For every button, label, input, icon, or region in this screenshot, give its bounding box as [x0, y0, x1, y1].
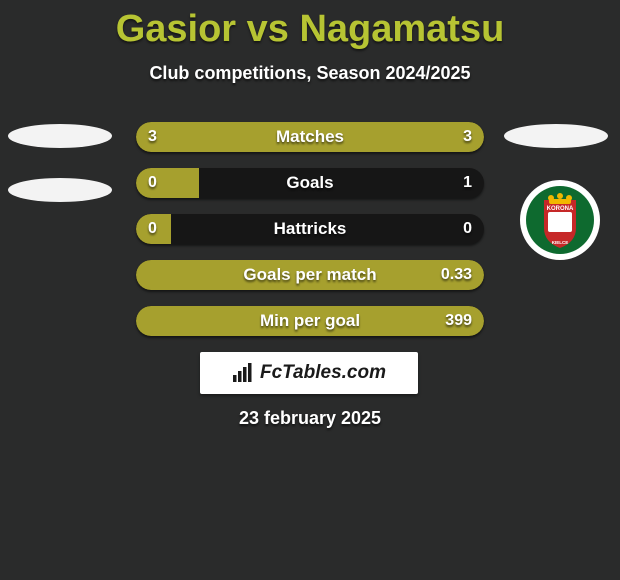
stat-label: Matches: [136, 122, 484, 152]
stat-value-right: 3: [463, 122, 472, 152]
brand-box: FcTables.com: [200, 352, 418, 394]
stat-row: Goals per match0.33: [136, 260, 484, 290]
club-badge: KORONA KIELCE: [520, 180, 600, 260]
stat-row: Goals0 1: [136, 168, 484, 198]
stat-value-right: 399: [445, 306, 472, 336]
club-badge-text: KORONA: [547, 206, 574, 212]
stats-rows: Matches33Goals01Hattricks00Goals per mat…: [136, 122, 484, 352]
stat-label: Goals: [136, 168, 484, 198]
date-text: 23 february 2025: [0, 408, 620, 429]
stat-value-left: 0: [148, 214, 157, 244]
stat-row: Hattricks0 0: [136, 214, 484, 244]
stat-value-left: 0: [148, 168, 157, 198]
brand-text: FcTables.com: [260, 362, 386, 384]
stat-label: Hattricks: [136, 214, 484, 244]
subtitle: Club competitions, Season 2024/2025: [0, 63, 620, 84]
player-avatar-right: [504, 124, 608, 148]
page-title: Gasior vs Nagamatsu: [0, 0, 620, 51]
player-avatar-left-2: [8, 178, 112, 202]
stat-row: Matches3 3: [136, 122, 484, 152]
chart-bars-icon: [232, 363, 254, 383]
left-avatar-group: [8, 124, 112, 232]
player-avatar-left-1: [8, 124, 112, 148]
stat-value-right: 0: [463, 214, 472, 244]
stat-value-right: 1: [463, 168, 472, 198]
stat-value-left: 3: [148, 122, 157, 152]
club-badge-icon: KORONA KIELCE: [524, 184, 596, 256]
stat-row: Min per goal399: [136, 306, 484, 336]
club-badge-bottom-text: KIELCE: [552, 240, 569, 245]
stat-label: Goals per match: [136, 260, 484, 290]
stat-value-right: 0.33: [441, 260, 472, 290]
stat-label: Min per goal: [136, 306, 484, 336]
